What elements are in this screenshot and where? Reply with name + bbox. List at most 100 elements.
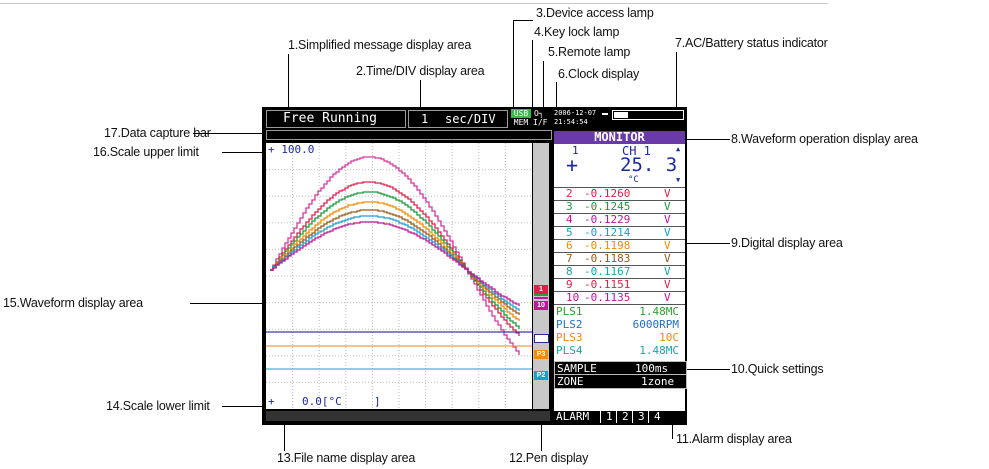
callout-15: 15.Waveform display area [3, 296, 143, 310]
alarm-1: 1 [606, 410, 613, 423]
callout-2: 2.Time/DIV display area [356, 64, 485, 78]
callout-7: 7.AC/Battery status indicator [675, 36, 828, 50]
leader-6 [556, 82, 557, 108]
scroll-down-icon[interactable]: ▼ [676, 176, 681, 184]
pulse-row-pls1[interactable]: PLS1 1.48MC [554, 306, 685, 318]
digital-row-ch3[interactable]: 3 -0.1245 V [554, 201, 685, 214]
ch1-number: 1 [572, 144, 579, 157]
digital-unit: V [664, 213, 671, 226]
quick-settings[interactable]: SAMPLE 100ms ZONE 1zone [554, 361, 687, 389]
scroll-up-icon[interactable]: ▲ [676, 145, 681, 153]
pulse-row-pls4[interactable]: PLS4 1.48MC [554, 345, 685, 357]
leader-2 [420, 80, 421, 108]
digital-unit: V [664, 252, 671, 265]
alarm-sep-3 [648, 410, 649, 423]
digital-value: -0.1135 [584, 291, 631, 304]
digital-row-ch4[interactable]: 4 -0.1229 V [554, 214, 685, 227]
callout-9: 9.Digital display area [731, 236, 843, 250]
digital-ch-num: 5 [566, 226, 573, 239]
pen-display: 1 10 P3 P2 [533, 143, 549, 409]
monitor-title[interactable]: MONITOR [554, 131, 685, 144]
pen-marker-2 [534, 294, 548, 296]
callout-6: 6.Clock display [558, 67, 640, 81]
scale-lower-sign: + [268, 395, 275, 408]
pulse-name: PLS3 [556, 331, 583, 344]
leader-3 [513, 20, 514, 108]
leader-10 [686, 369, 730, 370]
pulse-value: 1.48MC [639, 305, 679, 318]
digital-unit: V [664, 278, 671, 291]
leader-4 [532, 40, 533, 108]
timediv-value: 1 [421, 112, 429, 126]
sample-value: 100ms [635, 362, 669, 375]
pulse-value: 6000RPM [632, 318, 679, 331]
leader-15 [190, 303, 266, 304]
quick-divider [555, 374, 686, 375]
alarm-display-area: ALARM 1 2 3 4 [554, 410, 685, 423]
digital-ch-num: 6 [566, 239, 573, 252]
alarm-label: ALARM [556, 410, 590, 423]
pulse-name: PLS2 [556, 318, 583, 331]
digital-unit: V [664, 226, 671, 239]
digital-value: -0.1183 [584, 252, 631, 265]
timediv-area[interactable]: 1 sec/DIV [408, 110, 508, 128]
remote-lamp: I/F [533, 118, 548, 127]
callout-17: 17.Data capture bar [104, 126, 211, 140]
digital-unit: V [664, 239, 671, 252]
digital-value: -0.1214 [584, 226, 631, 239]
digital-unit: V [664, 265, 671, 278]
digital-row-ch10[interactable]: 10 -0.1135 V [554, 292, 685, 305]
pulse-value: 1.48MC [639, 344, 679, 357]
digital-unit: V [664, 200, 671, 213]
digital-ch-num: 7 [566, 252, 573, 265]
top-divider [0, 3, 828, 4]
pen-marker-pls4: P2 [534, 371, 548, 380]
pulse-row-pls3[interactable]: PLS3 10C [554, 332, 685, 344]
ch1-block[interactable]: 1 CH 1 + 25. 3 °C ▲ ▼ [554, 144, 685, 188]
callout-13: 13.File name display area [277, 451, 416, 465]
digital-ch-num: 9 [566, 278, 573, 291]
pulse-row-pls2[interactable]: PLS2 6000RPM [554, 319, 685, 331]
digital-value: -0.1198 [584, 239, 631, 252]
file-name-display-area [266, 411, 550, 421]
leader-5 [543, 61, 544, 108]
digital-row-ch2[interactable]: 2 -0.1260 V [554, 188, 685, 201]
digital-unit: V [664, 291, 671, 304]
alarm-2: 2 [622, 410, 629, 423]
digital-row-ch9[interactable]: 9 -0.1151 V [554, 279, 685, 292]
callout-14: 14.Scale lower limit [106, 399, 210, 413]
ch1-label: CH 1 [622, 144, 651, 158]
ac-plug-icon [602, 113, 608, 115]
battery-status-indicator [612, 110, 684, 120]
callout-8: 8.Waveform operation display area [731, 132, 918, 146]
leader-7 [676, 52, 677, 108]
leader-12 [541, 425, 542, 451]
pulse-name: PLS1 [556, 305, 583, 318]
pen-marker-pls2 [534, 334, 549, 343]
scale-lower-close: ] [374, 395, 381, 408]
digital-value: -0.1151 [584, 278, 631, 291]
digital-ch-num: 8 [566, 265, 573, 278]
digital-row-ch7[interactable]: 7 -0.1183 V [554, 253, 685, 266]
digital-row-ch8[interactable]: 8 -0.1167 V [554, 266, 685, 279]
waveform-display-area[interactable] [266, 143, 532, 409]
battery-level-fill [614, 112, 628, 118]
digital-unit: V [664, 187, 671, 200]
callout-5: 5.Remote lamp [548, 45, 631, 59]
pulse-value: 10C [659, 331, 679, 344]
device-access-lamp-usb: USB [511, 109, 531, 118]
leader-8 [686, 139, 730, 140]
leader-14 [222, 406, 262, 407]
sample-label: SAMPLE [557, 362, 597, 375]
leader-16 [222, 152, 262, 153]
leader-9 [686, 243, 730, 244]
digital-ch-num: 3 [566, 200, 573, 213]
digital-value: -0.1245 [584, 200, 631, 213]
digital-row-ch6[interactable]: 6 -0.1198 V [554, 240, 685, 253]
leader-1 [288, 54, 289, 108]
clock-time: 21:54:54 [554, 118, 588, 126]
device-access-lamp-mem: MEM [513, 118, 529, 127]
pen-marker-pls3: P3 [534, 350, 548, 359]
message-area: Free Running [266, 110, 406, 128]
digital-row-ch5[interactable]: 5 -0.1214 V [554, 227, 685, 240]
